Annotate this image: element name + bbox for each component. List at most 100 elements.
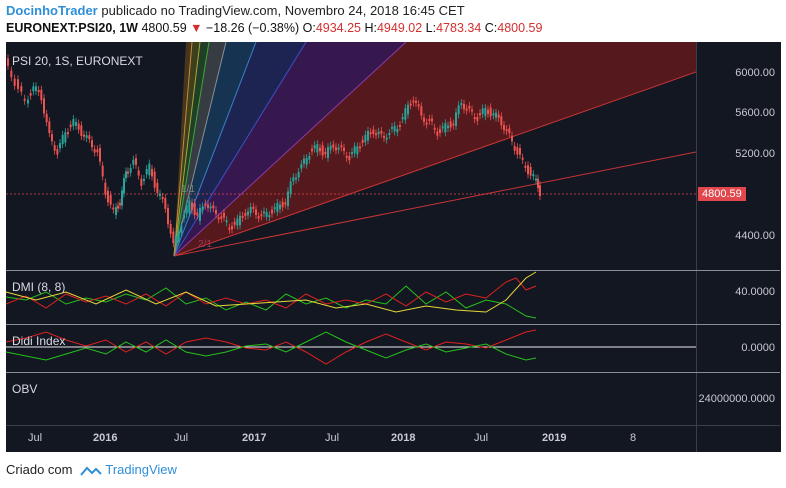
- candle-body: [276, 203, 279, 212]
- time-tick: Jul: [28, 432, 43, 444]
- close-label: C:: [484, 21, 498, 35]
- candle-body: [231, 226, 233, 230]
- candle-body: [476, 117, 479, 121]
- candle-body: [23, 98, 26, 101]
- candle-body: [107, 190, 109, 203]
- chart-canvas[interactable]: 1/1 2/1 PSI 20, 1S, EURONEXT DMI (8, 8) …: [6, 42, 696, 452]
- didi-fast-line: [6, 329, 537, 365]
- last-price-tag: 4800.59: [698, 187, 746, 201]
- candle-body: [385, 137, 388, 140]
- candle-body: [207, 204, 209, 208]
- price-change: −18.26 (−0.38%): [206, 21, 300, 35]
- candle-body: [209, 206, 212, 209]
- time-tick: Jul: [474, 432, 489, 444]
- open-label: O:: [302, 21, 316, 35]
- candle-body: [284, 202, 287, 205]
- candle-body: [125, 171, 127, 179]
- candle-body: [327, 147, 329, 158]
- candle-body: [37, 89, 40, 93]
- candle-body: [180, 225, 183, 233]
- candle-body: [335, 147, 337, 151]
- author-link[interactable]: DocinhoTrader: [6, 3, 98, 18]
- candle-body: [412, 100, 415, 103]
- candle-body: [20, 86, 23, 92]
- footer-created: Criado com: [6, 462, 73, 477]
- dmi-tick: 40.0000: [735, 286, 775, 298]
- candle-body: [172, 231, 175, 244]
- candle-body: [431, 118, 433, 122]
- candle-body: [140, 178, 143, 186]
- candle-body: [29, 93, 32, 96]
- low-label: L:: [425, 21, 437, 35]
- candle-body: [348, 156, 351, 161]
- candle-body: [10, 70, 13, 78]
- candle-body: [161, 196, 164, 200]
- candle-body: [145, 169, 148, 175]
- candle-body: [367, 130, 369, 141]
- didi-pane-label: Didi Index: [12, 334, 66, 348]
- candle-body: [375, 133, 377, 136]
- down-triangle-icon: ▼: [190, 21, 203, 35]
- candle-body: [289, 181, 292, 194]
- tradingview-logo-icon: [80, 466, 102, 476]
- candle-body: [199, 208, 201, 221]
- candle-body: [423, 117, 425, 122]
- candle-body: [101, 165, 104, 177]
- candle-body: [27, 99, 29, 104]
- pane-separator[interactable]: [6, 270, 780, 271]
- high-value: 4949.02: [376, 21, 423, 35]
- candle-body: [17, 79, 19, 89]
- chart-svg: 1/1 2/1: [6, 42, 696, 365]
- candle-body: [532, 174, 535, 177]
- low-value: 4783.34: [436, 21, 482, 35]
- candles-series: [7, 54, 541, 248]
- candle-body: [311, 148, 313, 152]
- candle-body: [236, 218, 239, 226]
- dmi-minus-line: [6, 277, 537, 309]
- candle-body: [77, 123, 80, 130]
- candle-body: [217, 217, 220, 220]
- pane-separator[interactable]: [6, 372, 780, 373]
- candle-body: [137, 170, 140, 176]
- pane-separator[interactable]: [6, 324, 780, 325]
- candle-body: [127, 171, 129, 174]
- candle-body: [185, 204, 188, 214]
- candle-body: [343, 147, 345, 151]
- candle-body: [59, 143, 61, 149]
- candle-body: [72, 119, 75, 127]
- candle-body: [109, 195, 112, 205]
- tradingview-brand: TradingView: [105, 462, 177, 477]
- close-value: 4800.59: [497, 21, 543, 35]
- candle-body: [316, 144, 319, 153]
- time-tick: 8: [630, 432, 637, 444]
- tradingview-link[interactable]: TradingView: [80, 462, 177, 477]
- candle-body: [51, 134, 53, 142]
- candle-body: [452, 123, 455, 126]
- candle-body: [35, 86, 37, 91]
- candle-body: [151, 168, 153, 177]
- candle-body: [337, 147, 340, 150]
- candle-body: [268, 215, 271, 218]
- candle-body: [104, 182, 107, 195]
- candle-body: [129, 167, 132, 173]
- price-axis[interactable]: 6000.00 5600.00 5200.00 4400.00 40.0000 …: [696, 42, 781, 452]
- candle-body: [495, 112, 497, 118]
- candle-body: [225, 220, 228, 223]
- candle-body: [479, 113, 481, 116]
- candle-body: [524, 165, 527, 168]
- candle-body: [167, 208, 169, 225]
- candle-body: [308, 155, 311, 160]
- candle-body: [535, 178, 537, 181]
- candle-body: [88, 135, 91, 140]
- candle-body: [497, 114, 500, 118]
- candle-body: [428, 118, 431, 121]
- candle-body: [463, 103, 465, 110]
- candle-body: [303, 158, 305, 164]
- candle-body: [188, 200, 191, 213]
- candle-body: [404, 108, 407, 120]
- candle-body: [169, 223, 172, 234]
- candle-body: [164, 198, 167, 209]
- candle-body: [527, 165, 529, 175]
- candle-body: [457, 105, 460, 115]
- candle-body: [417, 104, 420, 107]
